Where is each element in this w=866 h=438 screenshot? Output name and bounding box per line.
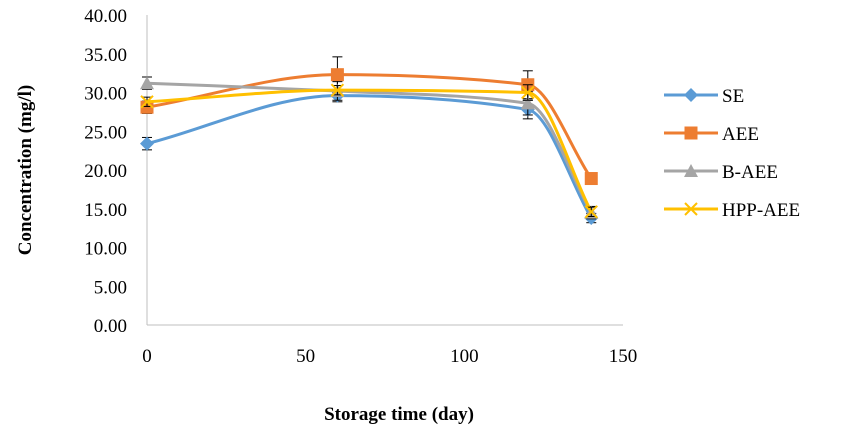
axes: 0.00 5.00 10.00 15.00 20.00 25.00 30.00 35.00 40… (84, 6, 637, 367)
data-point (521, 85, 535, 100)
series-hpp-aee (140, 83, 598, 219)
legend-item-aee: AEE (664, 124, 759, 145)
data-point (520, 96, 535, 110)
legend-label: HPP-AEE (722, 200, 800, 221)
y-tick-label: 15.00 (84, 200, 127, 221)
y-tick-label: 0.00 (94, 316, 127, 337)
legend-label: AEE (722, 124, 759, 145)
marker-stroke (140, 95, 154, 109)
series-aee (140, 56, 598, 186)
series-line-b-aee (146, 81, 593, 214)
data-point (584, 205, 598, 219)
marker-stroke (684, 202, 698, 216)
legend-label: B-AEE (722, 162, 778, 183)
data-point (330, 83, 345, 97)
y-tick-label: 20.00 (84, 161, 127, 182)
legend-item-b-aee: B-AEE (664, 162, 778, 183)
legend-swatch-marker (684, 126, 698, 140)
marker-stroke (330, 83, 345, 97)
x-tick-label: 150 (609, 346, 638, 367)
y-tick-label: 10.00 (84, 239, 127, 260)
data-point (584, 172, 598, 186)
x-axis-title: Storage time (day) (324, 404, 474, 425)
y-tick-label: 40.00 (84, 6, 127, 27)
legend-label: SE (722, 86, 744, 107)
plot-area (140, 56, 599, 226)
legend: SE AEE B-AEE HPP-AEE (664, 86, 800, 221)
y-axis-title: Concentration (mg/l) (15, 85, 36, 255)
data-point (140, 136, 154, 151)
data-point (140, 95, 154, 109)
y-tick-label: 30.00 (84, 84, 127, 105)
y-tick-label: 25.00 (84, 122, 127, 143)
series-line-hpp-aee (146, 88, 593, 213)
legend-item-hpp-aee: HPP-AEE (664, 200, 800, 221)
y-tick-label: 5.00 (94, 277, 127, 298)
legend-swatch-marker (684, 88, 698, 102)
data-point (330, 68, 344, 82)
series-line-se (146, 94, 593, 219)
legend-swatch-marker (684, 164, 698, 177)
x-tick-label: 50 (296, 346, 315, 367)
x-tick-label: 100 (450, 346, 479, 367)
legend-item-se: SE (664, 86, 744, 107)
marker-stroke (584, 205, 598, 219)
data-point (140, 76, 154, 90)
x-tick-label: 0 (142, 346, 152, 367)
marker-stroke (521, 85, 535, 100)
y-tick-label: 35.00 (84, 45, 127, 66)
legend-swatch-marker (684, 202, 698, 216)
